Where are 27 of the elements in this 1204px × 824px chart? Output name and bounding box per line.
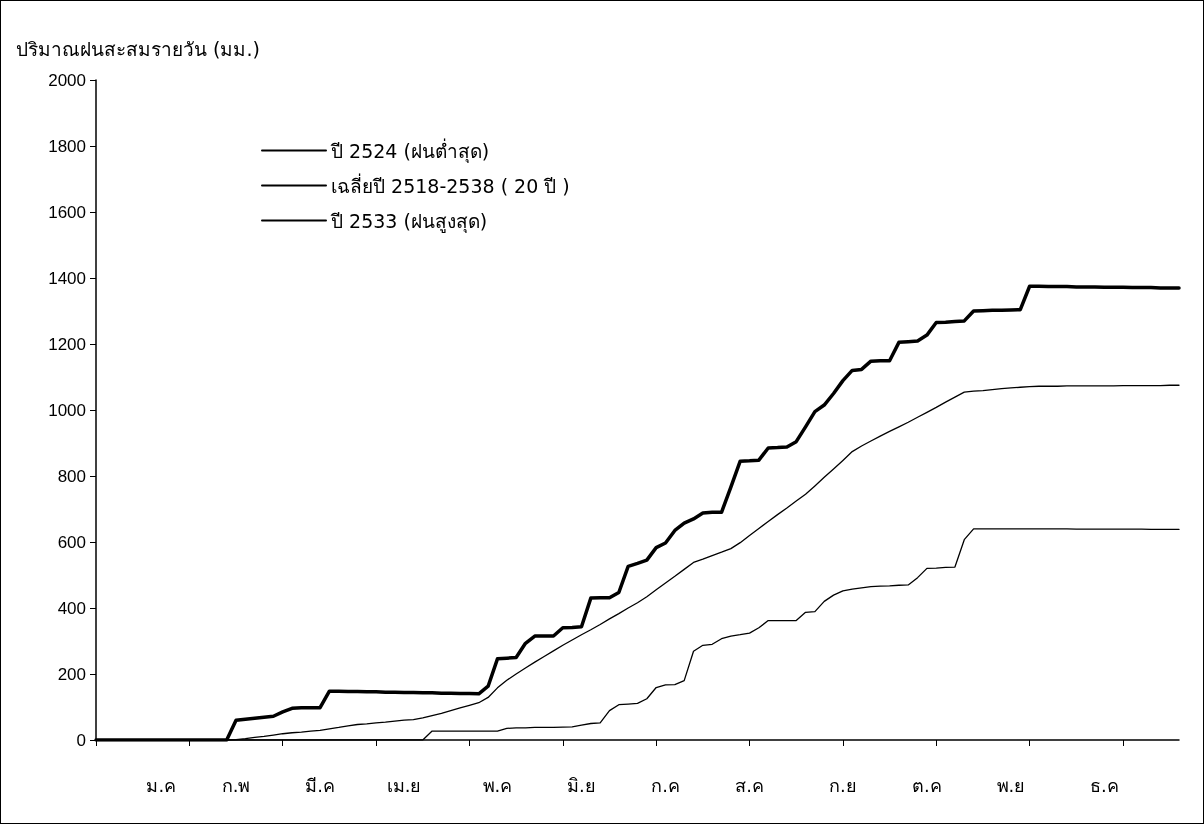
x-tick-label: ต.ค — [912, 774, 942, 796]
x-tick-label: พ.ค — [482, 774, 513, 796]
legend-label: เฉลี่ยปี 2518-2538 ( 20 ปี ) — [331, 172, 570, 197]
y-tick-label: 2000 — [48, 70, 86, 90]
legend-label: ปี 2524 (ฝนต่ำสุด) — [330, 137, 490, 164]
y-tick-label: 1800 — [48, 136, 86, 156]
x-tick-label: เม.ย — [386, 774, 422, 796]
x-tick-label: ก.พ — [221, 774, 251, 796]
x-tick-label: ส.ค — [735, 774, 764, 796]
legend-label: ปี 2533 (ฝนสูงสุด) — [330, 209, 488, 234]
x-tick-label: ก.ค — [651, 774, 680, 796]
x-tick-label: มี.ค — [305, 774, 335, 796]
x-tick-label: พ.ย — [996, 774, 1026, 796]
y-tick-label: 1200 — [48, 334, 86, 354]
x-tick-label: ธ.ค — [1089, 774, 1119, 796]
y-tick-label: 600 — [57, 532, 86, 552]
x-tick-label: ม.ค — [146, 774, 177, 796]
x-tick-label: ก.ย — [829, 774, 857, 796]
x-tick-label: มิ.ย — [567, 774, 596, 796]
y-tick-label: 1600 — [48, 202, 86, 222]
y-tick-label: 1400 — [48, 268, 86, 288]
y-tick-label: 800 — [57, 466, 86, 486]
y-axis-title: ปริมาณฝนสะสมรายวัน (มม.) — [16, 37, 260, 60]
y-tick-label: 400 — [57, 598, 86, 618]
y-tick-label: 1000 — [48, 400, 86, 420]
y-tick-label: 200 — [57, 664, 86, 684]
y-tick-label: 0 — [76, 730, 86, 750]
